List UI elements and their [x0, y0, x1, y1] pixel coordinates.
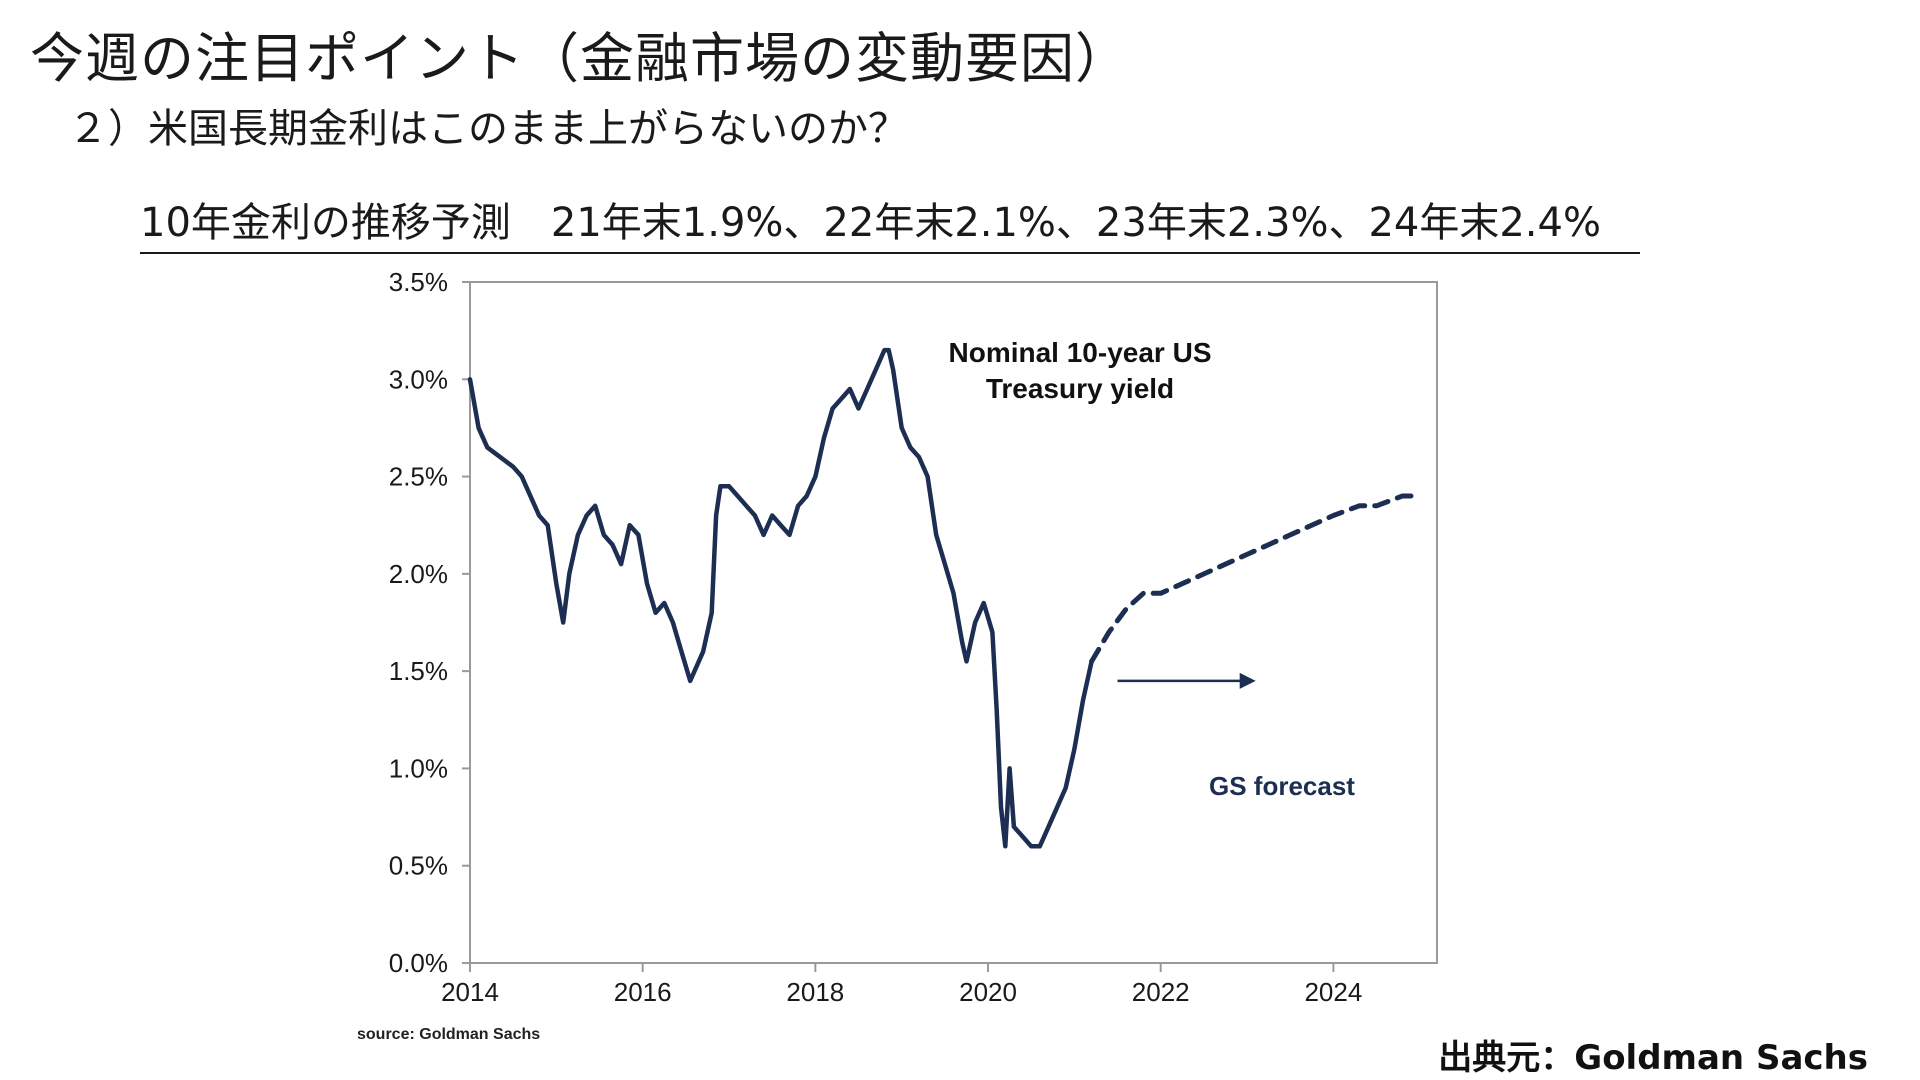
x-tick-label: 2014: [441, 977, 499, 1007]
chart-source-note: source: Goldman Sachs: [357, 1026, 541, 1043]
y-tick-label: 3.0%: [389, 364, 448, 394]
y-tick-label: 0.5%: [389, 851, 448, 881]
chart-title-line: Nominal 10-year US: [949, 337, 1212, 368]
forecast-summary: 10年金利の推移予測 21年末1.9%、22年末2.1%、23年末2.3%、24…: [140, 190, 1640, 254]
y-tick-label: 1.0%: [389, 753, 448, 783]
y-tick-label: 1.5%: [389, 656, 448, 686]
y-tick-label: 2.0%: [389, 559, 448, 589]
x-tick-label: 2016: [614, 977, 672, 1007]
y-tick-label: 2.5%: [389, 462, 448, 492]
slide-credit: 出典元：Goldman Sachs: [1438, 1038, 1868, 1078]
plot-frame: [469, 281, 1438, 964]
slide-title: 今週の注目ポイント（金融市場の変動要因）: [30, 27, 1130, 90]
x-tick-label: 2018: [786, 977, 844, 1007]
x-tick-label: 2022: [1132, 977, 1190, 1007]
series-line-forecast: [1089, 493, 1423, 664]
y-tick-label: 0.0%: [389, 948, 448, 978]
chart-container: 0.0% 0.5% 1.0% 1.5% 2.0% 2.5% 3.0% 3.5% 2014 2016…: [340, 255, 1500, 1055]
chart-title-line: Treasury yield: [986, 373, 1174, 404]
y-tick-label: 3.5%: [389, 267, 448, 297]
forecast-arrow-head: [1239, 672, 1256, 689]
slide-subtitle: ２）米国長期金利はこのまま上がらないのか？: [68, 106, 908, 152]
series-line-actual: [467, 347, 1094, 849]
yield-chart: 0.0% 0.5% 1.0% 1.5% 2.0% 2.5% 3.0% 3.5% 2014 2016…: [389, 267, 1438, 1007]
x-tick-label: 2020: [959, 977, 1017, 1007]
x-tick-label: 2024: [1304, 977, 1362, 1007]
forecast-annotation: GS forecast: [1209, 771, 1355, 801]
